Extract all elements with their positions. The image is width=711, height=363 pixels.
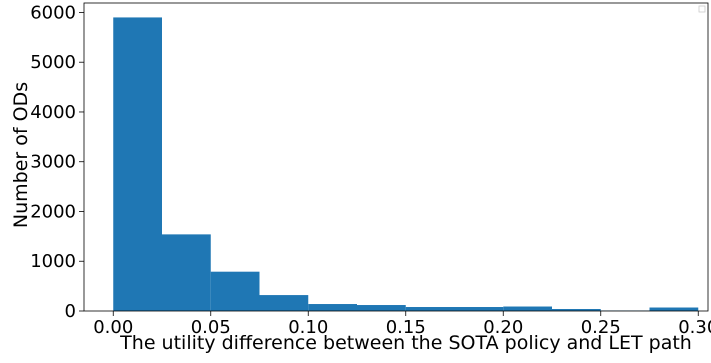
histogram-bar <box>162 234 211 311</box>
histogram-bar <box>308 304 357 311</box>
y-axis-label: Number of ODs <box>10 82 32 228</box>
histogram-bar <box>503 307 552 311</box>
y-tick-label: 2000 <box>30 201 76 222</box>
histogram-bar <box>357 305 406 311</box>
y-tick-label: 5000 <box>30 52 76 73</box>
histogram-bar <box>455 307 504 311</box>
legend-box <box>699 6 705 12</box>
histogram-bar <box>260 295 309 311</box>
y-axis: 0 1000 2000 3000 4000 5000 6000 <box>30 2 84 322</box>
y-tick-label: 0 <box>65 301 76 322</box>
histogram-bar <box>406 307 455 311</box>
x-axis-label: The utility difference between the SOTA … <box>119 332 692 354</box>
y-tick-label: 6000 <box>30 2 76 23</box>
histogram-bar <box>650 308 699 311</box>
y-tick-label: 1000 <box>30 251 76 272</box>
bars-layer <box>113 17 698 311</box>
histogram-bar <box>211 272 260 311</box>
y-tick-label: 4000 <box>30 102 76 123</box>
y-tick-label: 3000 <box>30 152 76 173</box>
histogram-bar <box>113 17 162 311</box>
